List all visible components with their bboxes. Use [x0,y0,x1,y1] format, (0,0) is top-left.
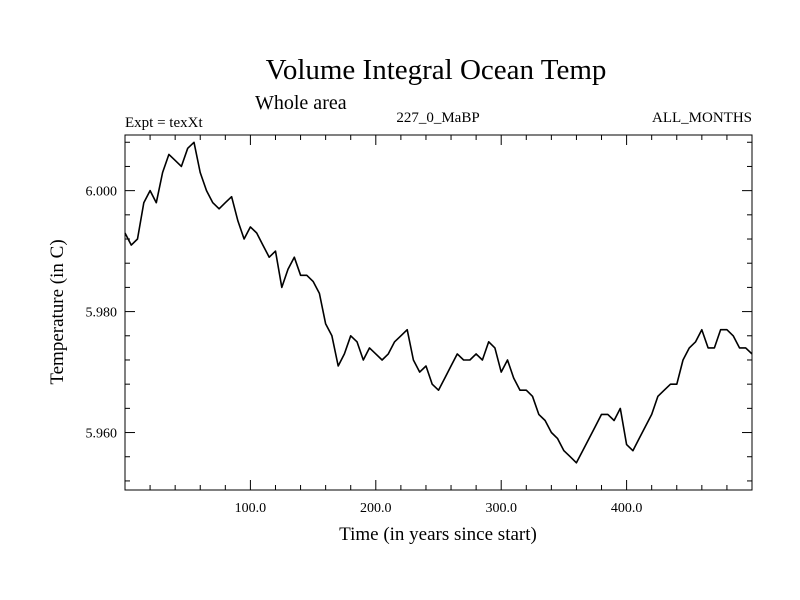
y-tick-label: 5.980 [86,306,118,321]
period-label: 227_0_MaBP [396,110,479,126]
x-tick-label: 300.0 [485,501,517,516]
y-tick-label: 6.000 [86,185,118,200]
y-axis-label: Temperature (in C) [47,239,68,384]
y-tick-label: 5.960 [86,427,118,442]
experiment-label: Expt = texXt [125,115,203,131]
y-axis: 5.960 5.980 6.000 [86,141,752,482]
chart-title: Volume Integral Ocean Temp [266,54,607,86]
plot-frame [124,134,753,491]
temperature-series-line [124,141,753,464]
x-tick-label: 200.0 [360,501,392,516]
x-tick-label: 100.0 [235,501,267,516]
x-axis-label: Time (in years since start) [339,524,537,545]
months-label: ALL_MONTHS [652,110,752,126]
x-axis: 100.0 200.0 300.0 400.0 [149,135,728,516]
chart-subtitle: Whole area [255,92,347,114]
x-tick-label: 400.0 [611,501,643,516]
